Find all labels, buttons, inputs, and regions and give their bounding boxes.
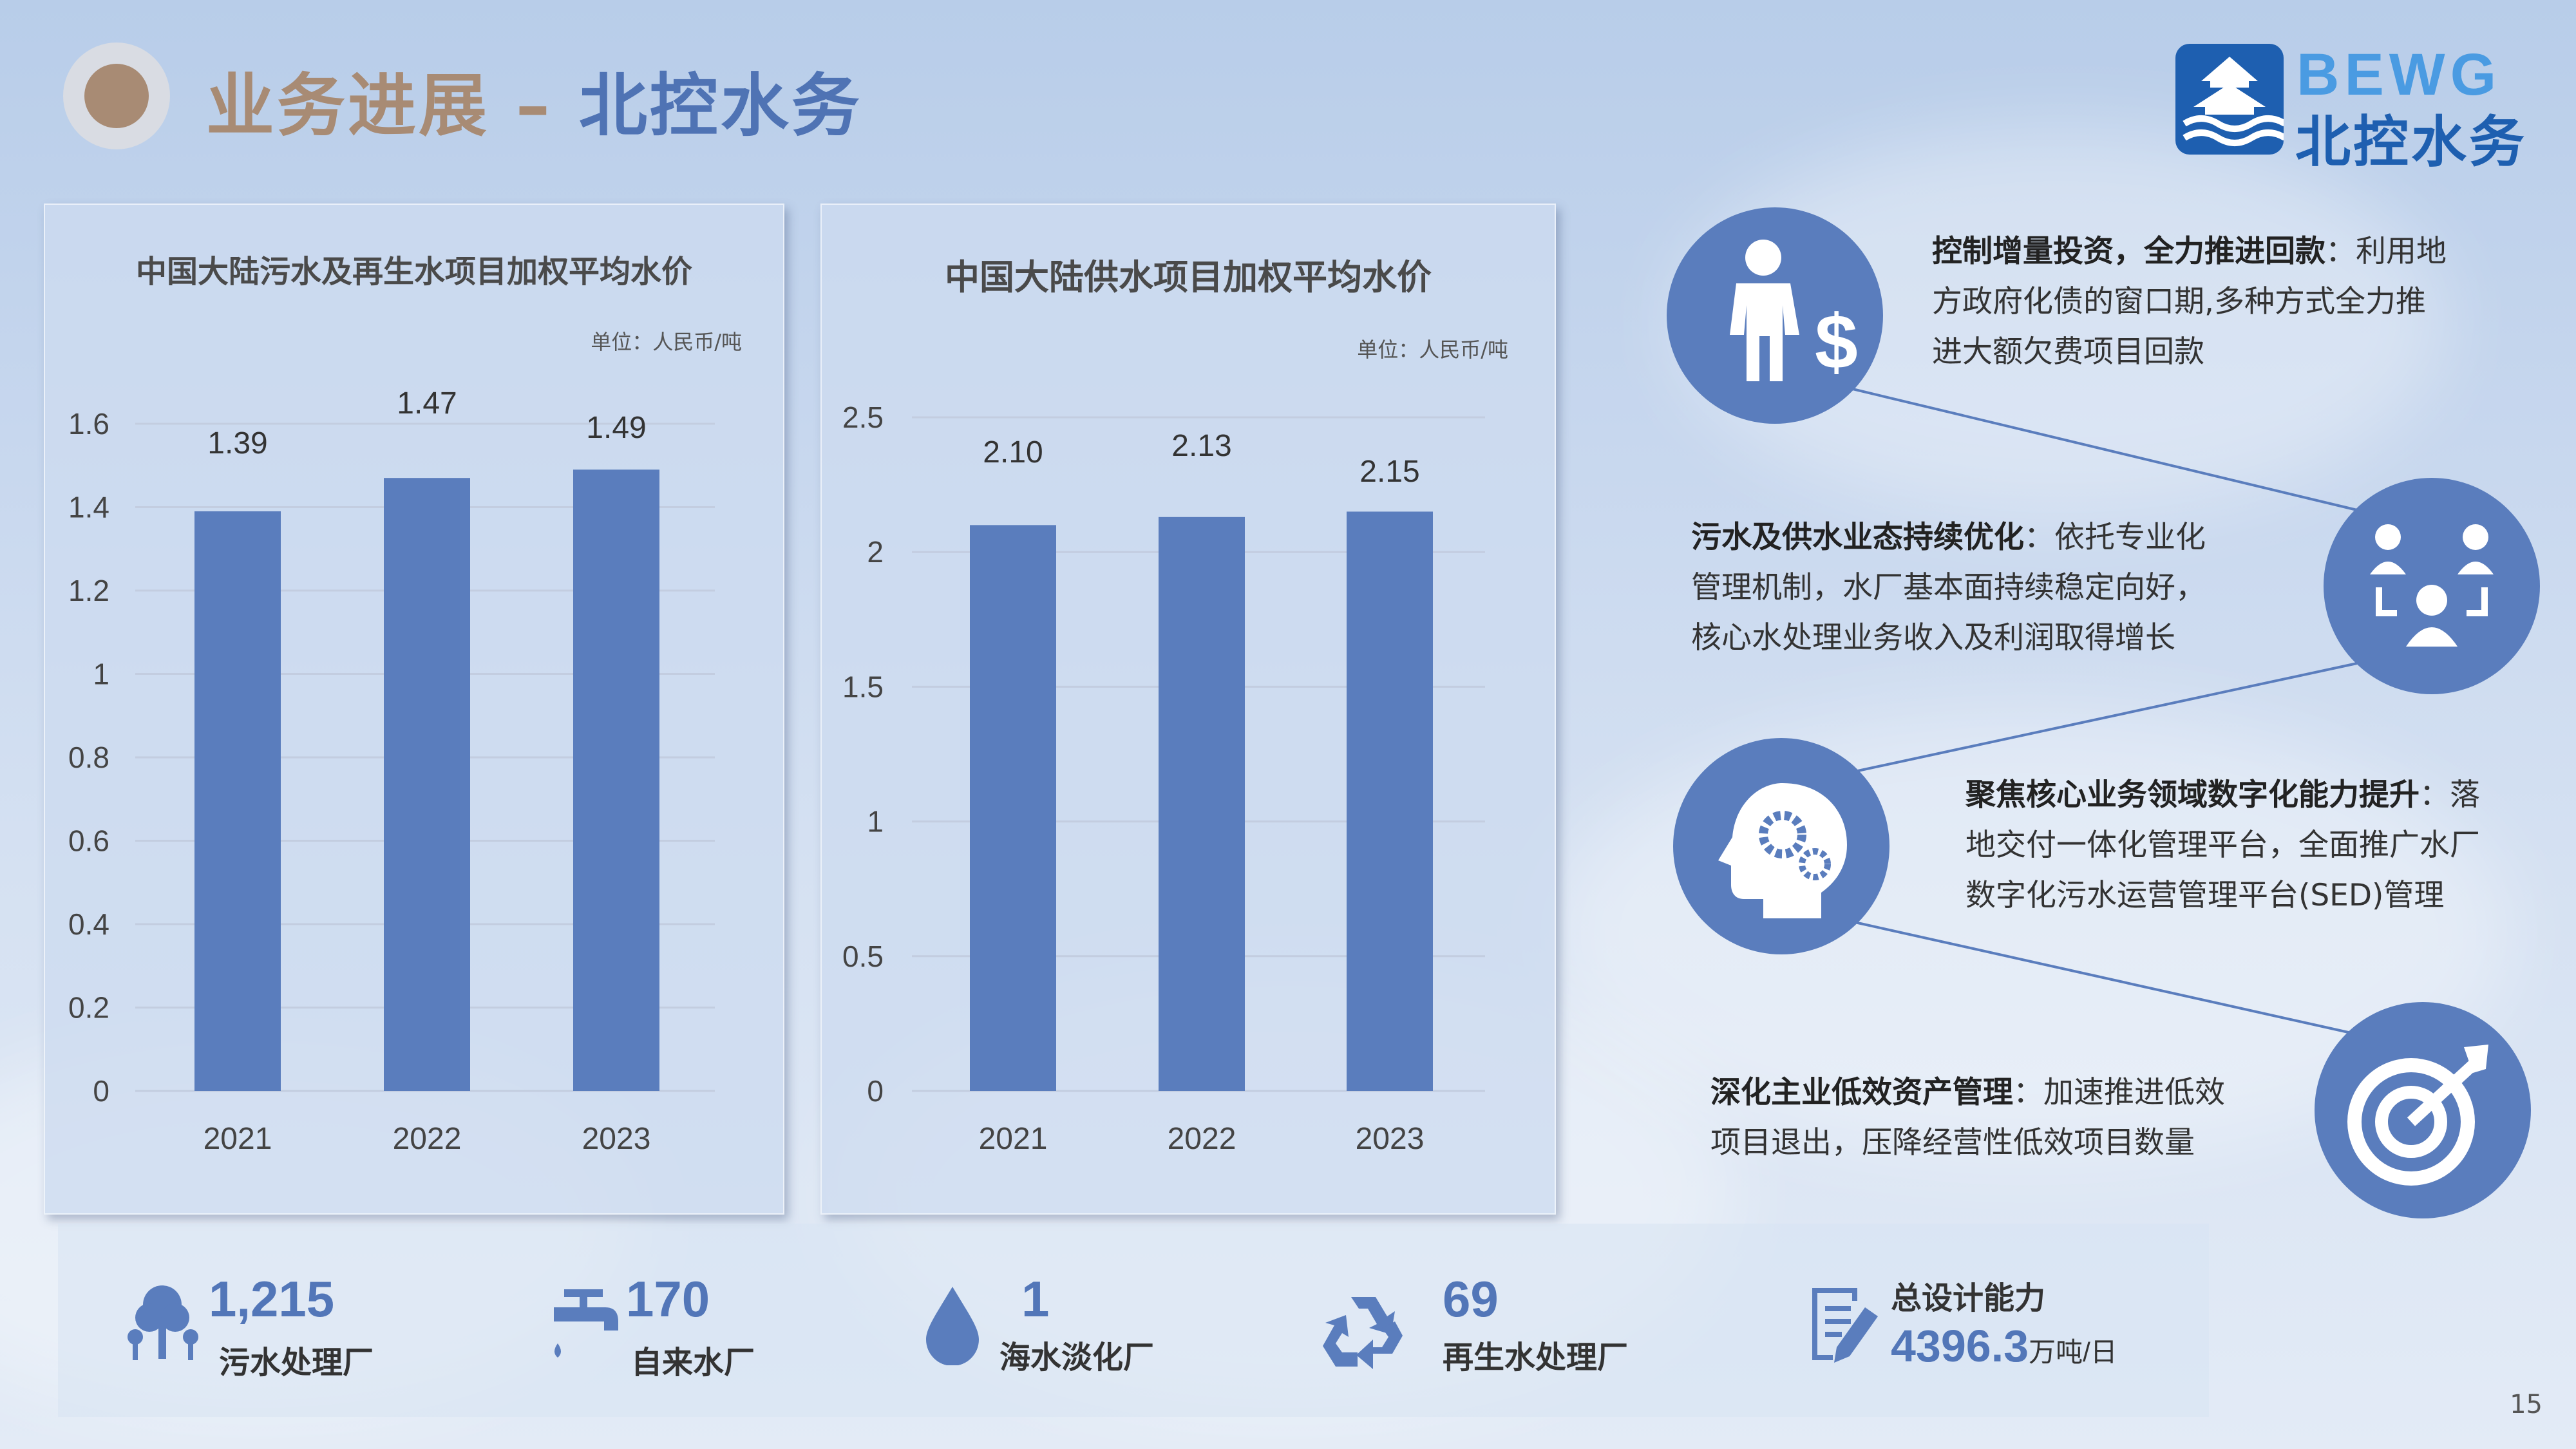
- page-number: 15: [2510, 1390, 2543, 1419]
- stat-value: 4396.3万吨/日: [1891, 1321, 2117, 1371]
- stat-value: 69: [1443, 1271, 1499, 1327]
- x-tick-label: 2022: [393, 1122, 462, 1156]
- y-tick-label: 0.8: [68, 741, 109, 774]
- data-label: 1.39: [207, 426, 267, 460]
- sewage-price-bar-chart: 0 0.2 0.4 0.6 0.8 1 1.2 1.4 1.6 1.39 2021 1.47 2022 1…: [68, 386, 715, 1156]
- bar: [573, 469, 659, 1091]
- x-tick-label: 2023: [1356, 1122, 1425, 1156]
- bar: [970, 525, 1056, 1091]
- highlight-text-3: 聚焦核心业务领域数字化能力提升：落 地交付一体化管理平台，全面推广水厂 数字化污…: [1965, 777, 2480, 913]
- head-gears-icon: [1673, 738, 1889, 954]
- data-label: 1.47: [397, 386, 457, 421]
- data-label: 2.15: [1359, 455, 1419, 489]
- logo-chinese: 北控水务: [2295, 110, 2527, 175]
- x-tick-label: 2021: [979, 1122, 1048, 1156]
- y-tick-label: 1: [867, 805, 884, 838]
- y-tick-label: 0.2: [68, 991, 109, 1025]
- stat-label: 总设计能力: [1891, 1280, 2046, 1316]
- y-tick-label: 1.2: [68, 574, 109, 607]
- businessman-dollar-icon: $: [1667, 207, 1883, 424]
- highlight-text-2: 污水及供水业态持续优化：依托专业化 管理机制，水厂基本面持续稳定向好， 核心水处…: [1691, 520, 2206, 656]
- recycle-icon: [1321, 1287, 1405, 1373]
- trees-icon: [124, 1282, 207, 1368]
- x-tick-label: 2021: [204, 1122, 272, 1156]
- y-tick-label: 1: [93, 658, 109, 691]
- data-label: 2.13: [1171, 429, 1231, 463]
- faucet-icon: [545, 1282, 622, 1368]
- stat-label: 再生水处理厂: [1443, 1340, 1629, 1376]
- y-tick-label: 1.6: [68, 407, 109, 440]
- y-tick-label: 0: [93, 1074, 109, 1108]
- data-label: 1.49: [586, 411, 646, 445]
- bar: [1347, 511, 1433, 1091]
- chart-title: 中国大陆污水及再生水项目加权平均水价: [135, 254, 692, 290]
- y-tick-label: 0.5: [842, 940, 884, 973]
- highlight-text-1: 控制增量投资，全力推进回款：利用地 方政府化债的窗口期,多种方式全力推 进大额欠…: [1932, 234, 2447, 370]
- y-tick-label: 1.5: [842, 670, 884, 703]
- water-drop-icon: [917, 1282, 988, 1368]
- bewg-logo: BEWG 北控水务: [2175, 42, 2536, 175]
- data-label: 2.10: [983, 435, 1043, 469]
- y-tick-label: 0.6: [68, 824, 109, 858]
- x-tick-label: 2022: [1168, 1122, 1236, 1156]
- team-icon: [2324, 478, 2540, 694]
- y-tick-label: 2: [867, 535, 884, 569]
- y-tick-label: 2.5: [842, 401, 884, 434]
- logo-english: BEWG: [2297, 42, 2502, 108]
- stat-value: 1: [1021, 1271, 1050, 1327]
- y-tick-label: 1.4: [68, 491, 109, 524]
- target-arrow-icon: [2315, 1002, 2531, 1218]
- document-pen-icon: [1803, 1275, 1887, 1368]
- supply-price-bar-chart: 0 0.5 1 1.5 2 2.5 2.10 2021 2.13 2022 2.15 2023: [842, 401, 1485, 1156]
- stat-label: 污水处理厂: [219, 1345, 374, 1381]
- chart-title: 中国大陆供水项目加权平均水价: [945, 257, 1432, 298]
- y-tick-label: 0.4: [68, 907, 109, 941]
- chart-unit: 单位：人民币/吨: [591, 330, 742, 354]
- page-title: 业务进展 – 北控水务: [206, 66, 862, 146]
- stat-label: 自来水厂: [631, 1345, 755, 1381]
- sewage-price-chart-panel: 中国大陆污水及再生水项目加权平均水价 单位：人民币/吨 0 0.2 0.4 0.6 0.…: [44, 204, 784, 1215]
- temple-wave-icon: [2175, 44, 2284, 155]
- highlight-text-4: 深化主业低效资产管理：加速推进低效 项目退出，压降经营性低效项目数量: [1710, 1075, 2225, 1160]
- stat-value: 1,215: [209, 1271, 335, 1327]
- stat-value: 170: [626, 1271, 710, 1327]
- title-bullet-icon: [63, 43, 170, 149]
- chart-unit: 单位：人民币/吨: [1357, 337, 1508, 362]
- stat-label: 海水淡化厂: [999, 1340, 1155, 1376]
- x-tick-label: 2023: [582, 1122, 651, 1156]
- svg-text:$: $: [1815, 299, 1858, 385]
- bar: [384, 478, 470, 1091]
- supply-price-chart-panel: 中国大陆供水项目加权平均水价 单位：人民币/吨 0 0.5 1 1.5 2 2.5 2.10…: [820, 204, 1556, 1215]
- bar: [194, 511, 281, 1091]
- y-tick-label: 0: [867, 1074, 884, 1108]
- bar: [1159, 516, 1245, 1091]
